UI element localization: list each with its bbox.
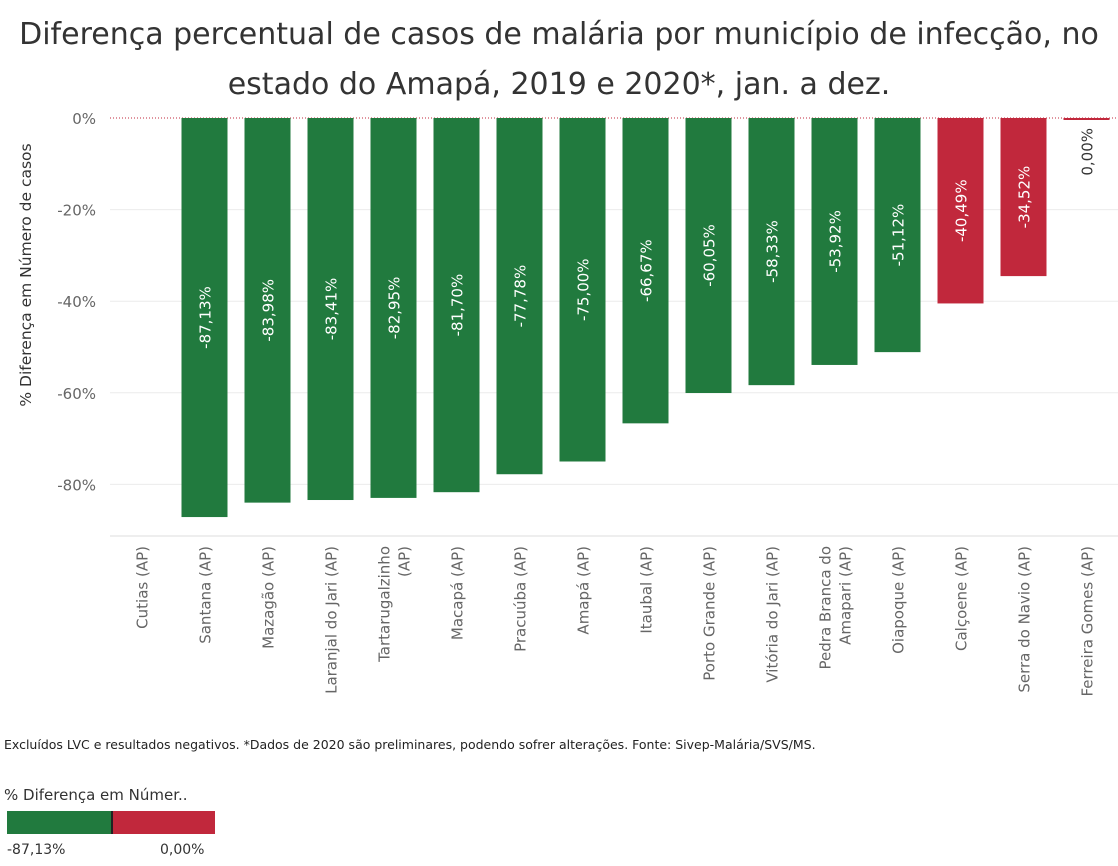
- x-tick-label: Oiapoque (AP): [890, 546, 908, 654]
- x-tick-label: Vitória do Jari (AP): [764, 546, 782, 683]
- y-tick-label: -40%: [57, 293, 96, 311]
- x-tick-label: Pedra Branca do: [817, 546, 835, 669]
- bar-value-label: -81,70%: [449, 274, 467, 337]
- bar-value-label: -60,05%: [701, 224, 719, 287]
- x-tick-label: Amapá (AP): [575, 546, 593, 635]
- bar: [811, 118, 858, 365]
- bar: [748, 118, 795, 386]
- x-tick-label: Mazagão (AP): [260, 546, 278, 649]
- x-tick-label: Santana (AP): [197, 546, 215, 644]
- bar: [307, 118, 354, 501]
- legend-min-label: -87,13%: [7, 842, 66, 858]
- bar: [685, 118, 732, 394]
- bar-value-label: -77,78%: [512, 265, 530, 328]
- bar: [1000, 118, 1047, 277]
- bar-value-label: -53,92%: [827, 210, 845, 273]
- legend-title: % Diferença em Númer..: [4, 786, 188, 804]
- x-tick-label: Laranjal do Jari (AP): [323, 546, 341, 694]
- bar-value-label: 0,00%: [1079, 128, 1097, 176]
- bar: [433, 118, 480, 493]
- bar-value-label: -75,00%: [575, 258, 593, 321]
- bar-value-label: -66,67%: [638, 239, 656, 302]
- x-tick-label: Amapari (AP): [837, 546, 855, 645]
- legend-high-segment: [111, 811, 215, 834]
- y-tick-label: -20%: [57, 202, 96, 220]
- bar: [559, 118, 606, 462]
- chart-title-line-1: Diferença percentual de casos de malária…: [19, 17, 1099, 52]
- bar-value-label: -83,41%: [323, 278, 341, 341]
- bar-chart: 0% -20% -40% -60% -80% % Diferença em Número …: [17, 110, 1118, 697]
- bar: [370, 118, 417, 498]
- bar-value-label: -51,12%: [890, 204, 908, 267]
- x-tick-label: Macapá (AP): [449, 546, 467, 640]
- legend-low-segment: [7, 811, 111, 834]
- bar: [1063, 118, 1110, 120]
- legend-color-ramp: [7, 811, 215, 834]
- bar-value-label: -58,33%: [764, 220, 782, 283]
- chart-title: Diferença percentual de casos de malária…: [0, 10, 1118, 110]
- bar-value-label: -34,52%: [1016, 166, 1034, 229]
- bar: [244, 118, 291, 503]
- x-tick-label: Serra do Navio (AP): [1016, 546, 1034, 693]
- bar-value-label: -83,98%: [260, 279, 278, 342]
- y-tick-label: -80%: [57, 476, 96, 494]
- x-tick-label: Porto Grande (AP): [701, 546, 719, 681]
- bar: [622, 118, 669, 424]
- bar: [181, 118, 228, 518]
- x-tick-label: Pracuúba (AP): [512, 546, 530, 652]
- x-tick-label: Cutias (AP): [134, 546, 152, 629]
- y-tick-label: -60%: [57, 385, 96, 403]
- x-tick-label: Calçoene (AP): [953, 546, 971, 651]
- y-tick-label: 0%: [72, 110, 96, 128]
- bar: [874, 118, 921, 353]
- legend-divider: [111, 811, 113, 834]
- footnote: Excluídos LVC e resultados negativos. *D…: [4, 737, 816, 752]
- x-tick-label: Tartarugalzinho: [376, 546, 394, 663]
- chart-title-line-2: estado do Amapá, 2019 e 2020*, jan. a de…: [227, 67, 891, 102]
- x-tick-label: Itaubal (AP): [638, 546, 656, 634]
- bar-value-label: -40,49%: [953, 179, 971, 242]
- legend-max-label: 0,00%: [160, 842, 205, 858]
- bar-value-label: -82,95%: [386, 277, 404, 340]
- bar: [937, 118, 984, 304]
- x-tick-label: Ferreira Gomes (AP): [1079, 546, 1097, 697]
- x-tick-label: (AP): [396, 546, 414, 577]
- bar-value-label: -87,13%: [197, 286, 215, 349]
- bar: [496, 118, 543, 475]
- y-axis-title: % Diferença em Número de casos: [17, 143, 35, 406]
